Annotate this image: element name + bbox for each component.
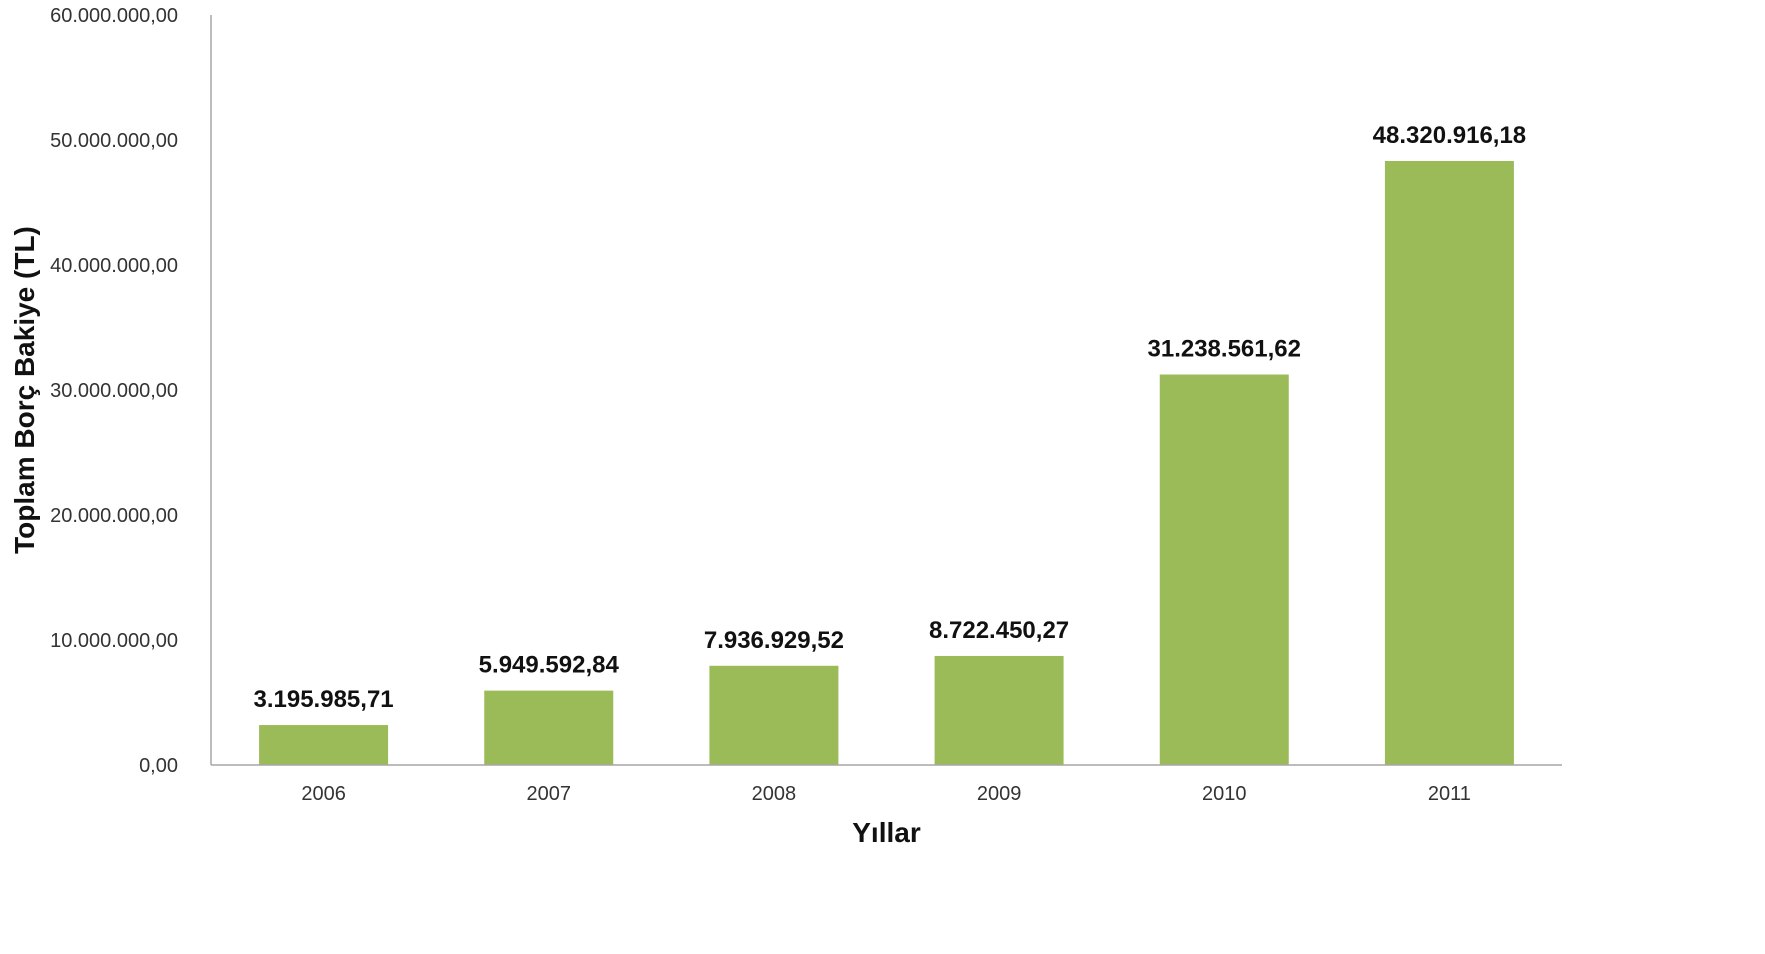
data-label-2008: 7.936.929,52: [704, 627, 844, 654]
x-tick-label-2009: 2009: [977, 783, 1022, 805]
bar-2007: [484, 690, 614, 765]
bar-2011: [1384, 160, 1514, 766]
y-tick-label: 30.000.000,00: [50, 380, 178, 402]
x-axis-title: Yıllar: [852, 817, 921, 848]
bars: [259, 160, 1514, 766]
bar-2010: [1159, 374, 1289, 765]
x-axis-ticks: 2006 2007 2008 2009 2010 2011: [301, 783, 1471, 805]
y-tick-label: 40.000.000,00: [50, 255, 178, 277]
y-tick-label: 20.000.000,00: [50, 505, 178, 527]
data-label-2006: 3.195.985,71: [254, 686, 394, 713]
data-label-2007: 5.949.592,84: [479, 652, 620, 679]
data-labels: 3.195.985,71 5.949.592,84 7.936.929,52 8.72…: [254, 122, 1527, 713]
data-label-2009: 8.722.450,27: [929, 617, 1069, 644]
data-label-2010: 31.238.561,62: [1148, 336, 1301, 363]
y-axis-ticks: 0,00 10.000.000,00 20.000.000,00 30.000.000…: [50, 5, 178, 777]
bar-2006: [259, 725, 389, 765]
data-label-2011: 48.320.916,18: [1373, 122, 1526, 149]
x-tick-label-2010: 2010: [1202, 783, 1247, 805]
x-tick-label-2007: 2007: [527, 783, 572, 805]
y-tick-label: 0,00: [139, 755, 178, 777]
y-tick-label: 10.000.000,00: [50, 630, 178, 652]
y-tick-label: 60.000.000,00: [50, 5, 178, 27]
y-tick-label: 50.000.000,00: [50, 130, 178, 152]
bar-2009: [934, 655, 1064, 765]
y-axis-title: Toplam Borç Bakiye (TL): [9, 226, 40, 554]
x-tick-label-2006: 2006: [301, 783, 346, 805]
x-tick-label-2008: 2008: [752, 783, 797, 805]
bar-2008: [709, 665, 839, 765]
x-tick-label-2011: 2011: [1428, 783, 1471, 805]
